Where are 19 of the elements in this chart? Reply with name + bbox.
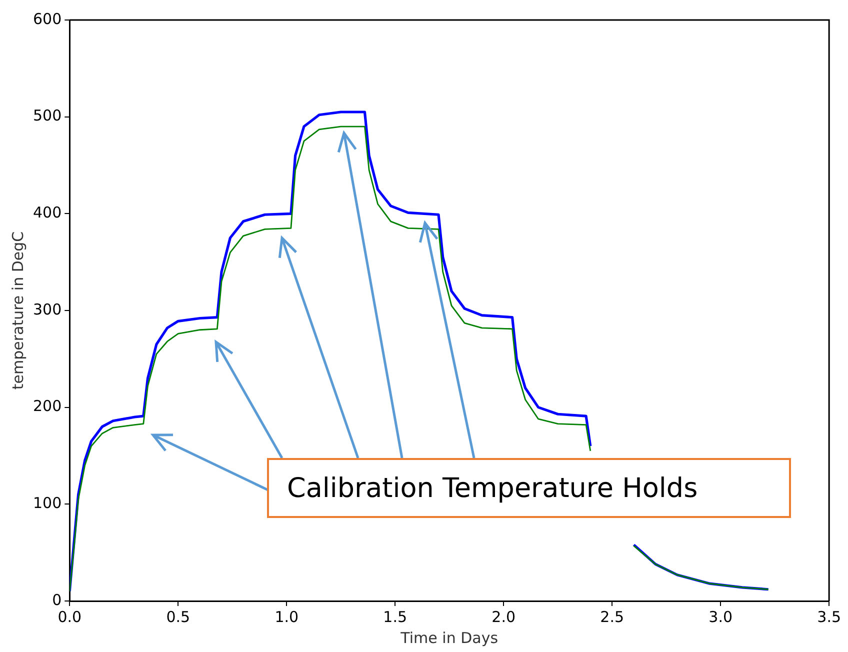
y-tick-label: 100 xyxy=(32,494,62,512)
callout-box: Calibration Temperature Holds xyxy=(267,458,791,518)
x-tick-label: 0.5 xyxy=(166,608,190,626)
x-tick-label: 1.0 xyxy=(274,608,299,626)
annotation: Calibration Temperature Holds xyxy=(287,472,698,504)
x-tick-label: 2.0 xyxy=(492,608,516,626)
x-axis-title: Time in Days xyxy=(400,628,498,647)
y-tick-label: 600 xyxy=(32,10,62,28)
x-tick-label: 2.5 xyxy=(600,608,624,626)
y-tick-label: 0 xyxy=(52,590,62,609)
y-tick-label: 400 xyxy=(32,204,62,222)
y-tick-label: 500 xyxy=(32,106,62,125)
x-tick-label: 0.0 xyxy=(58,608,82,626)
y-tick-label: 300 xyxy=(32,300,62,318)
x-tick-label: 1.5 xyxy=(383,608,408,626)
y-axis-title: temperature in DegC xyxy=(8,231,27,390)
x-tick-label: 3.5 xyxy=(817,608,841,626)
x-tick-label: 3.0 xyxy=(708,608,733,626)
y-tick-label: 200 xyxy=(32,397,62,416)
